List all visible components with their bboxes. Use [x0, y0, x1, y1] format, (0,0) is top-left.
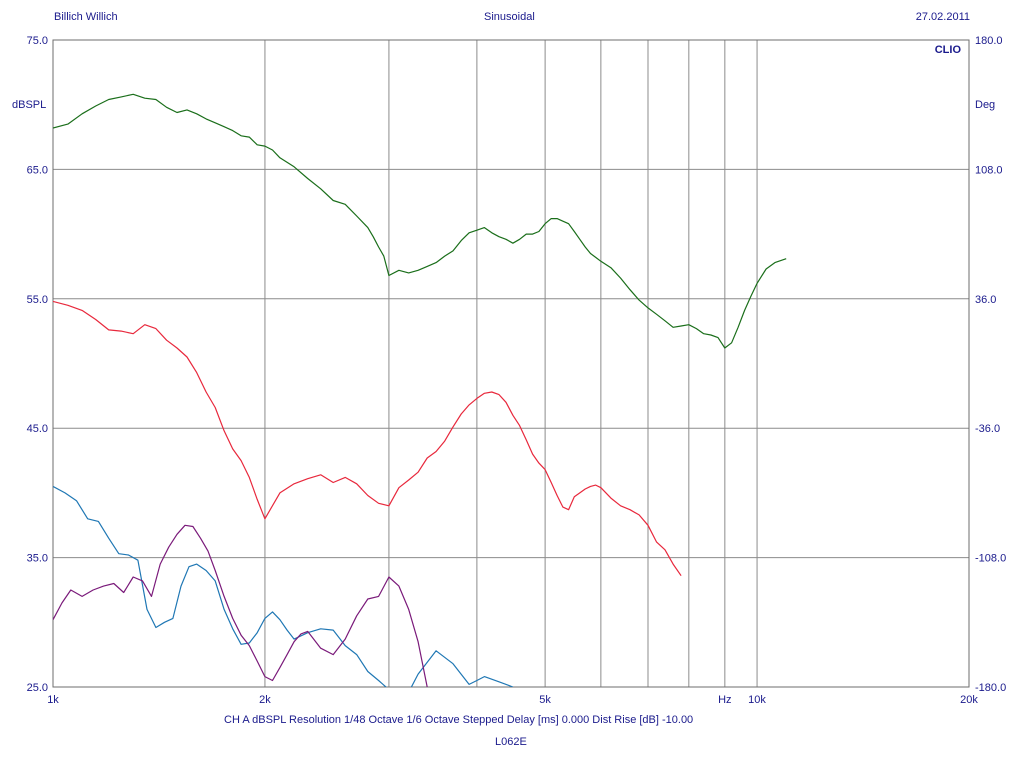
header-center: Sinusoidal	[484, 11, 535, 23]
y-axis-label-right: Deg	[975, 99, 995, 111]
y-tick-label-left: 65.0	[27, 164, 48, 176]
clio-brand: CLIO	[935, 44, 962, 56]
file-name-footer: L062E	[495, 736, 527, 748]
series-line-2	[53, 300, 682, 577]
x-tick-label: 1k	[47, 694, 59, 706]
y-tick-label-left: 35.0	[27, 553, 48, 565]
y-tick-label-right: 108.0	[975, 164, 1003, 176]
x-tick-label: 10k	[748, 694, 766, 706]
y-tick-label-left: 55.0	[27, 294, 48, 306]
y-axis-label-left: dBSPL	[12, 99, 46, 111]
y-tick-label-left: 75.0	[27, 35, 48, 47]
settings-footer: CH A dBSPL Resolution 1/48 Octave 1/6 Oc…	[224, 714, 694, 726]
x-tick-label: 5k	[539, 694, 551, 706]
y-tick-label-right: -180.0	[975, 682, 1006, 694]
data-series	[53, 93, 787, 687]
y-tick-label-right: -108.0	[975, 553, 1006, 565]
tick-labels: 1k 2k 5k Hz 10k 20k 25.0 -180.0 35.0 -108.0 45.0 -3…	[27, 35, 1007, 706]
x-tick-label: Hz	[718, 694, 731, 706]
plot-frame	[52, 39, 970, 688]
header-left: Billich Willich	[54, 11, 118, 23]
series-line-4	[53, 524, 428, 687]
y-tick-label-right: -36.0	[975, 423, 1000, 435]
series-line-3	[53, 485, 514, 687]
header-right: 27.02.2011	[915, 11, 970, 23]
y-tick-label-right: 36.0	[975, 294, 996, 306]
y-tick-label-right: 180.0	[975, 35, 1003, 47]
y-tick-label-left: 25.0	[27, 682, 48, 694]
y-tick-label-left: 45.0	[27, 423, 48, 435]
x-tick-label: 2k	[259, 694, 271, 706]
series-line-1	[53, 93, 787, 349]
x-tick-label: 20k	[960, 694, 978, 706]
